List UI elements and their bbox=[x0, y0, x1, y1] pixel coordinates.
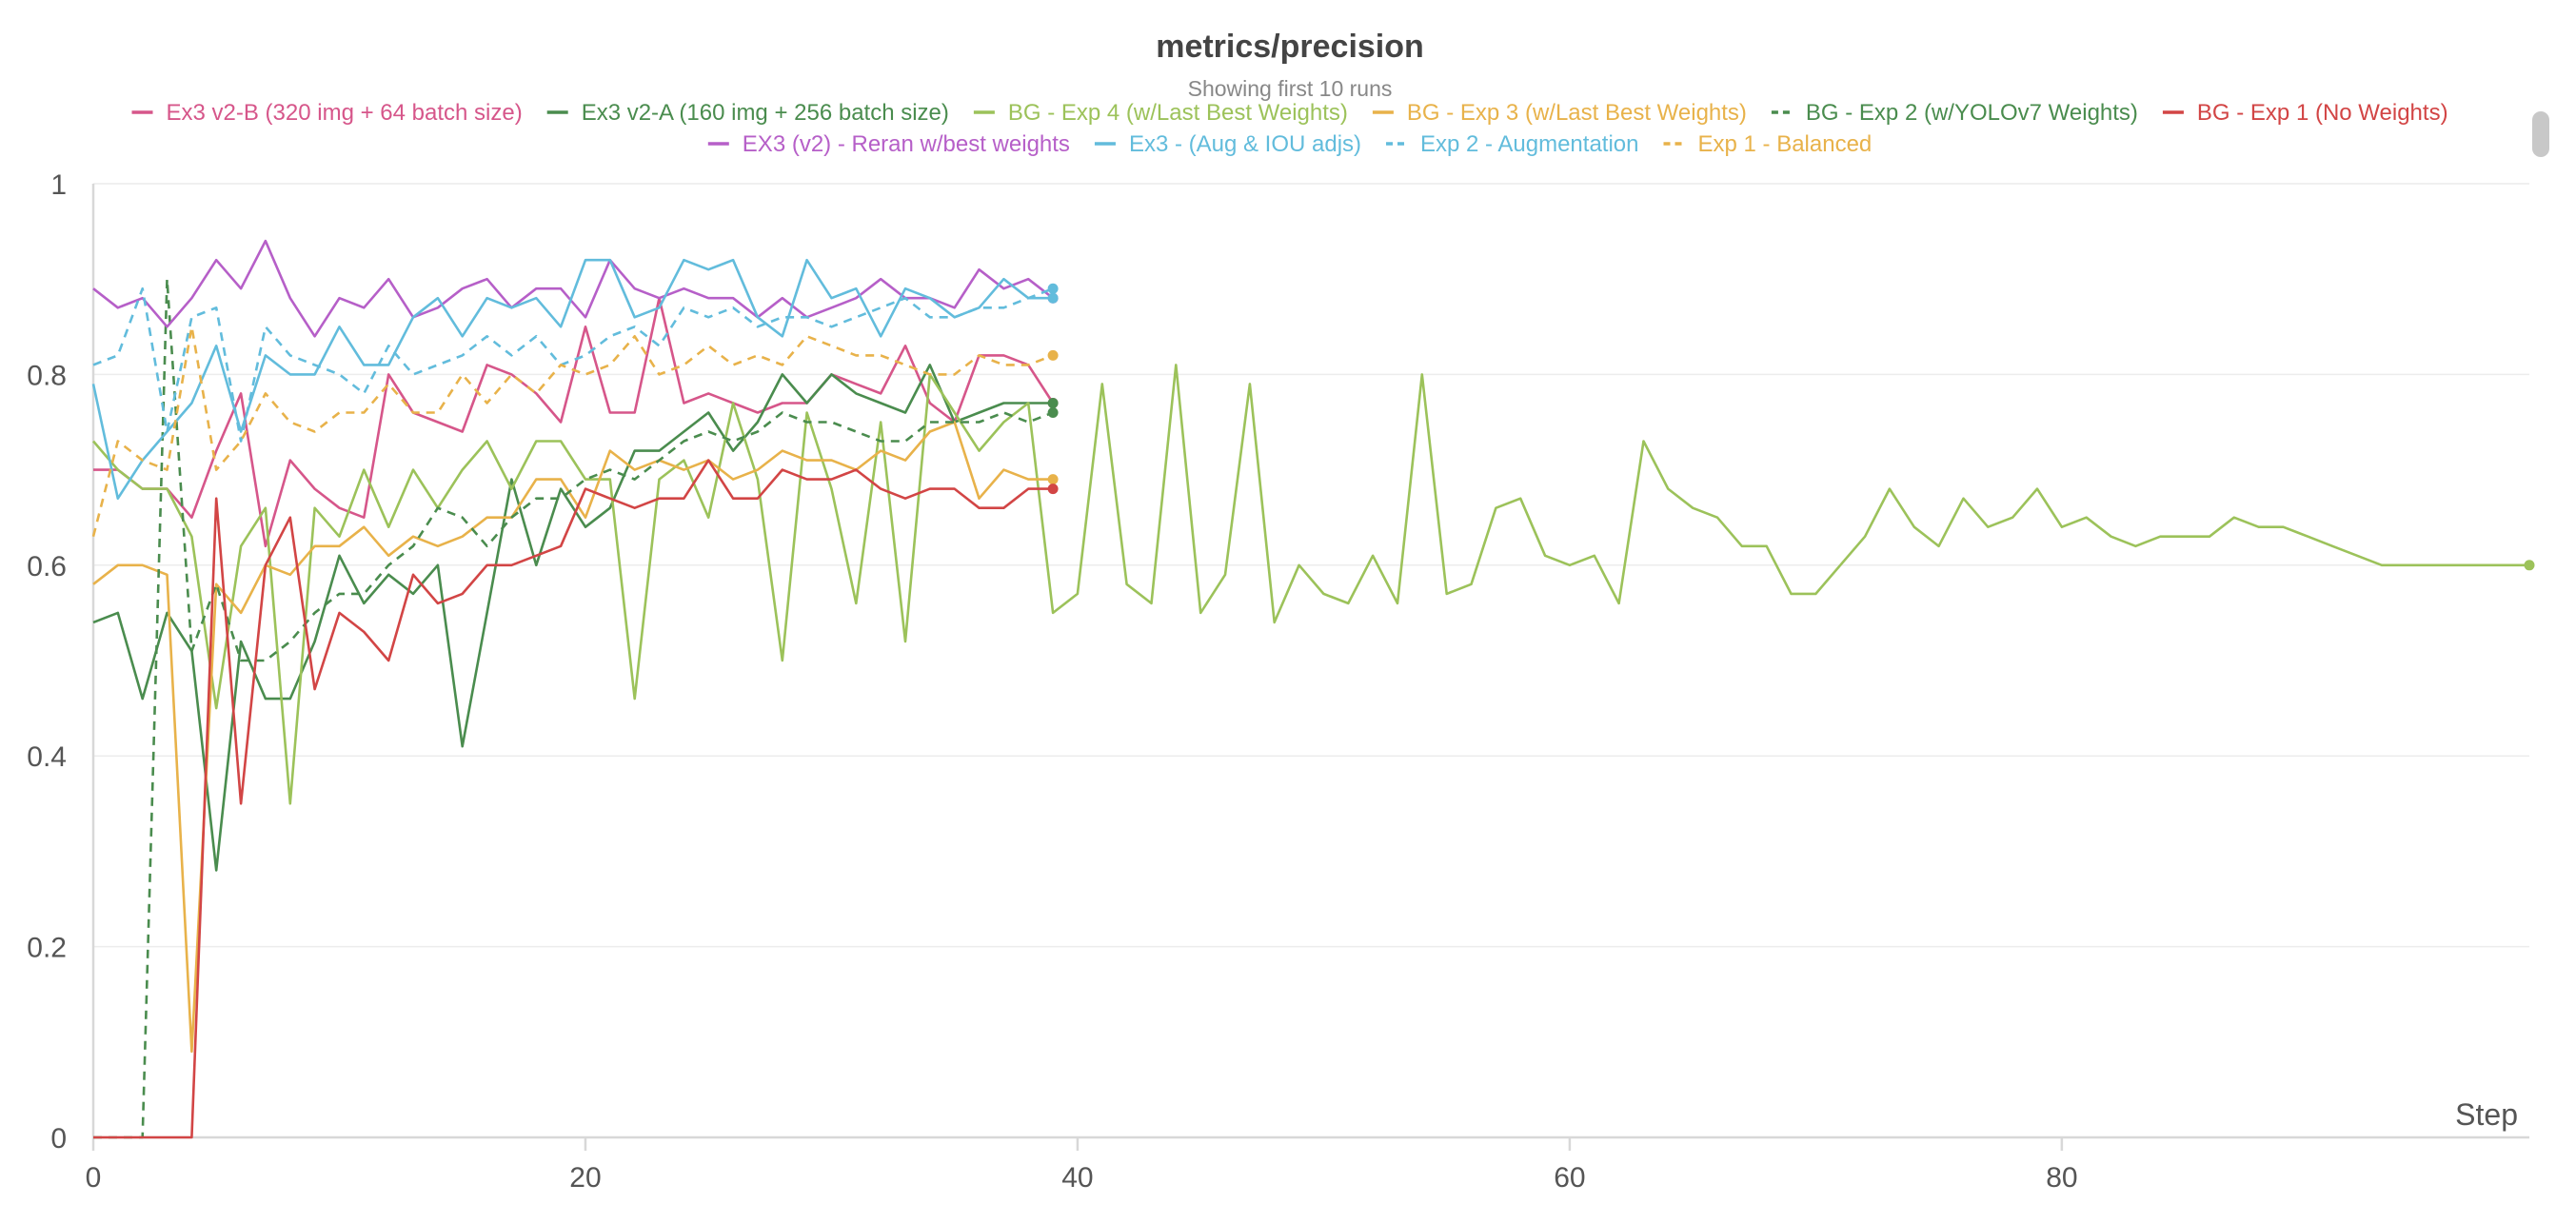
legend-label: BG - Exp 3 (w/Last Best Weights) bbox=[1407, 100, 1747, 126]
y-tick-label: 0.2 bbox=[27, 933, 67, 964]
legend-item-5[interactable]: BG - Exp 2 (w/YOLOv7 Weights) bbox=[1771, 100, 2138, 126]
legend-label: Ex3 v2-B (320 img + 64 batch size) bbox=[167, 100, 523, 126]
legend-label: Ex3 - (Aug & IOU adjs) bbox=[1129, 131, 1361, 157]
legend-item-3[interactable]: BG - Exp 4 (w/Last Best Weights) bbox=[973, 100, 1348, 126]
legend-scrollbar[interactable] bbox=[2532, 111, 2549, 157]
legend-label: Exp 1 - Balanced bbox=[1698, 131, 1873, 157]
chart-subtitle: Showing first 10 runs bbox=[1188, 76, 1393, 101]
legend-item-10[interactable]: Exp 1 - Balanced bbox=[1663, 131, 1873, 157]
grid-lines bbox=[93, 183, 2529, 948]
y-tick-label: 0.6 bbox=[27, 551, 67, 582]
legend: Ex3 v2-B (320 img + 64 batch size) Ex3 v2… bbox=[131, 100, 2448, 157]
legend-item-7[interactable]: EX3 (v2) - Reran w/best weights bbox=[707, 131, 1070, 157]
series-end-point-4 bbox=[1047, 474, 1059, 485]
x-tick-label: 0 bbox=[86, 1162, 102, 1194]
series-end-point-3 bbox=[2524, 560, 2535, 571]
y-tick-label: 0.8 bbox=[27, 360, 67, 391]
legend-label: Exp 2 - Augmentation bbox=[1420, 131, 1638, 157]
legend-label: BG - Exp 1 (No Weights) bbox=[2197, 100, 2448, 126]
series-line-9 bbox=[92, 286, 1054, 443]
x-tick-label: 40 bbox=[1061, 1162, 1093, 1194]
legend-label: BG - Exp 4 (w/Last Best Weights) bbox=[1008, 100, 1348, 126]
x-tick-label: 60 bbox=[1554, 1162, 1585, 1194]
legend-row: Ex3 v2-B (320 img + 64 batch size) Ex3 v2… bbox=[131, 100, 2448, 126]
x-tick-label: 20 bbox=[569, 1162, 601, 1194]
axes: 0 0.2 0.4 0.6 0.8 1 0 20 40 60 80 bbox=[27, 169, 2529, 1194]
legend-item-4[interactable]: BG - Exp 3 (w/Last Best Weights) bbox=[1372, 100, 1747, 126]
legend-label: BG - Exp 2 (w/YOLOv7 Weights) bbox=[1806, 100, 2138, 126]
series-line-7 bbox=[92, 239, 1054, 338]
x-tick-label: 80 bbox=[2046, 1162, 2077, 1194]
chart-title: metrics/precision bbox=[1156, 29, 1424, 65]
y-tick-label: 0.4 bbox=[27, 741, 67, 773]
series-end-point-6 bbox=[1047, 484, 1059, 495]
series-end-point-9 bbox=[1047, 283, 1059, 294]
series-line-1 bbox=[93, 296, 1055, 548]
series-line-8 bbox=[91, 258, 1054, 501]
series-end-point-2 bbox=[1047, 397, 1059, 408]
legend-item-2[interactable]: Ex3 v2-A (160 img + 256 batch size) bbox=[546, 100, 949, 126]
legend-item-8[interactable]: Ex3 - (Aug & IOU adjs) bbox=[1094, 131, 1361, 157]
series-line-10 bbox=[91, 325, 1054, 538]
legend-label: EX3 (v2) - Reran w/best weights bbox=[743, 131, 1070, 157]
legend-item-1[interactable]: Ex3 v2-B (320 img + 64 batch size) bbox=[131, 100, 523, 126]
series-line-2 bbox=[92, 364, 1054, 872]
legend-row: EX3 (v2) - Reran w/best weights Ex3 - (Au… bbox=[707, 131, 1873, 157]
series-end-point-8 bbox=[1047, 292, 1059, 304]
series-line-6 bbox=[93, 459, 1054, 1139]
y-tick-label: 1 bbox=[50, 169, 67, 201]
legend-item-6[interactable]: BG - Exp 1 (No Weights) bbox=[2162, 100, 2448, 126]
series-line-3 bbox=[92, 364, 2529, 805]
y-tick-label: 0 bbox=[50, 1123, 67, 1155]
series-line-4 bbox=[92, 421, 1054, 1054]
series-line-5 bbox=[93, 277, 1054, 1139]
series-end-point-10 bbox=[1047, 349, 1059, 361]
series-end-point-5 bbox=[1047, 406, 1059, 418]
legend-label: Ex3 v2-A (160 img + 256 batch size) bbox=[582, 100, 949, 126]
series-lines bbox=[91, 239, 2535, 1139]
x-axis-label: Step bbox=[2455, 1097, 2518, 1132]
legend-item-9[interactable]: Exp 2 - Augmentation bbox=[1386, 131, 1639, 157]
